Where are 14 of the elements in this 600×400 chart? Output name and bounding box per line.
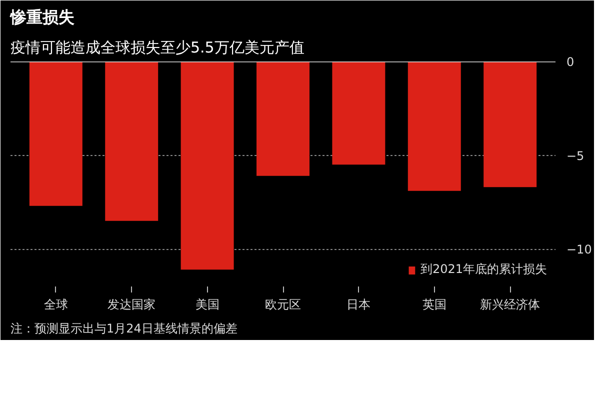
legend-label: 到2021年底的累计损失: [420, 261, 547, 278]
chart-title: 惨重损失: [10, 8, 74, 26]
y-tick-label: −5: [566, 148, 584, 163]
x-tick-label: 英国: [422, 298, 446, 312]
x-tick-label: 新兴经济体: [480, 298, 540, 312]
text: 注：预测显示出与1月24日基线情景的偏差: [10, 322, 238, 336]
x-tick-label: 全球: [44, 298, 68, 312]
x-tick-label: 日本: [346, 298, 371, 312]
x-tick-label: 欧元区: [265, 298, 301, 312]
chart-subtitle: 疫情可能造成全球损失至少5.5万亿美元产值: [10, 38, 304, 56]
y-tick-label: −10: [566, 242, 592, 256]
x-tick-label: 美国: [195, 298, 220, 312]
y-tick-label: 0: [566, 55, 574, 69]
x-tick-label: 发达国家: [108, 298, 156, 312]
